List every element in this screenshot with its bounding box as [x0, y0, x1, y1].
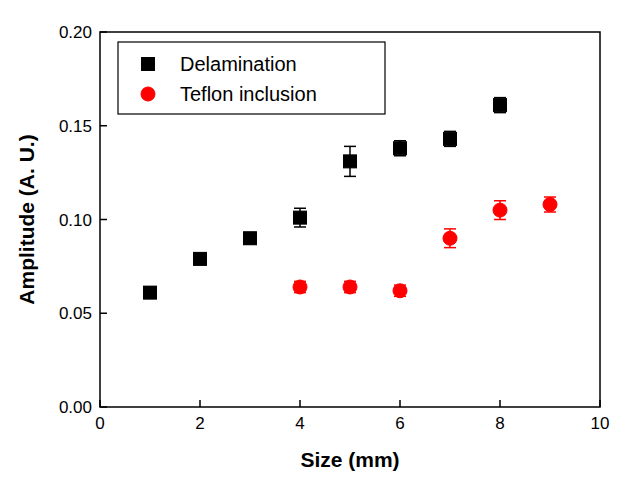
- point: [244, 232, 257, 245]
- y-tick-label: 0.15: [59, 117, 92, 136]
- error-cap: [344, 146, 356, 148]
- legend-marker: [141, 87, 155, 101]
- x-tick-label: 10: [591, 414, 610, 433]
- point: [294, 211, 307, 224]
- error-bar: [494, 98, 506, 113]
- point: [194, 252, 207, 265]
- point: [293, 280, 307, 294]
- point: [444, 132, 457, 145]
- y-tick-label: 0.00: [59, 398, 92, 417]
- error-bar: [144, 287, 156, 298]
- error-cap: [494, 219, 506, 221]
- error-cap: [444, 247, 456, 249]
- series: [293, 197, 557, 298]
- error-bar: [444, 229, 456, 248]
- x-tick: [99, 400, 101, 407]
- error-bar: [494, 201, 506, 220]
- x-tick: [199, 400, 201, 407]
- x-tick: [299, 400, 301, 407]
- x-tick-label: 4: [295, 414, 304, 433]
- x-tick-label: 2: [195, 414, 204, 433]
- x-tick: [499, 400, 501, 407]
- point: [494, 99, 507, 112]
- point: [394, 142, 407, 155]
- y-tick: [100, 313, 107, 315]
- x-tick-label: 0: [95, 414, 104, 433]
- legend-label: Delamination: [180, 53, 297, 75]
- y-tick: [100, 406, 107, 408]
- y-tick: [100, 219, 107, 221]
- y-tick: [100, 31, 107, 33]
- x-tick-label: 6: [395, 414, 404, 433]
- point: [344, 155, 357, 168]
- legend-label: Teflon inclusion: [180, 83, 317, 105]
- point: [393, 284, 407, 298]
- error-cap: [294, 208, 306, 210]
- error-bar: [294, 208, 306, 227]
- error-cap: [344, 176, 356, 178]
- y-tick-label: 0.10: [59, 211, 92, 230]
- x-tick: [399, 400, 401, 407]
- series: [144, 98, 507, 300]
- error-bar: [244, 233, 256, 244]
- chart: 0 2 4 6 8 10 0.00 0.05 0.10 0.15 0.20 Size (mm) Ampl…: [0, 0, 636, 491]
- error-bar: [394, 141, 406, 156]
- legend: Delamination Teflon inclusion: [118, 42, 385, 114]
- error-cap: [444, 228, 456, 230]
- error-cap: [494, 200, 506, 202]
- y-tick-label: 0.20: [59, 23, 92, 42]
- point: [493, 203, 507, 217]
- y-axis-label: Amplitude (A. U.): [15, 134, 38, 304]
- point: [443, 231, 457, 245]
- point: [343, 280, 357, 294]
- x-tick-label: 8: [495, 414, 504, 433]
- error-bar: [544, 197, 556, 212]
- plot-frame: [100, 32, 600, 407]
- point: [144, 286, 157, 299]
- y-tick: [100, 125, 107, 127]
- error-bar: [194, 253, 206, 264]
- legend-box: [118, 42, 385, 114]
- point: [543, 198, 557, 212]
- x-tick: [599, 400, 601, 407]
- x-axis-label: Size (mm): [300, 448, 399, 471]
- error-bar: [444, 131, 456, 146]
- error-cap: [294, 226, 306, 228]
- legend-marker: [142, 58, 155, 71]
- y-tick-label: 0.05: [59, 304, 92, 323]
- plot-area: [144, 98, 558, 300]
- error-bar: [344, 146, 356, 176]
